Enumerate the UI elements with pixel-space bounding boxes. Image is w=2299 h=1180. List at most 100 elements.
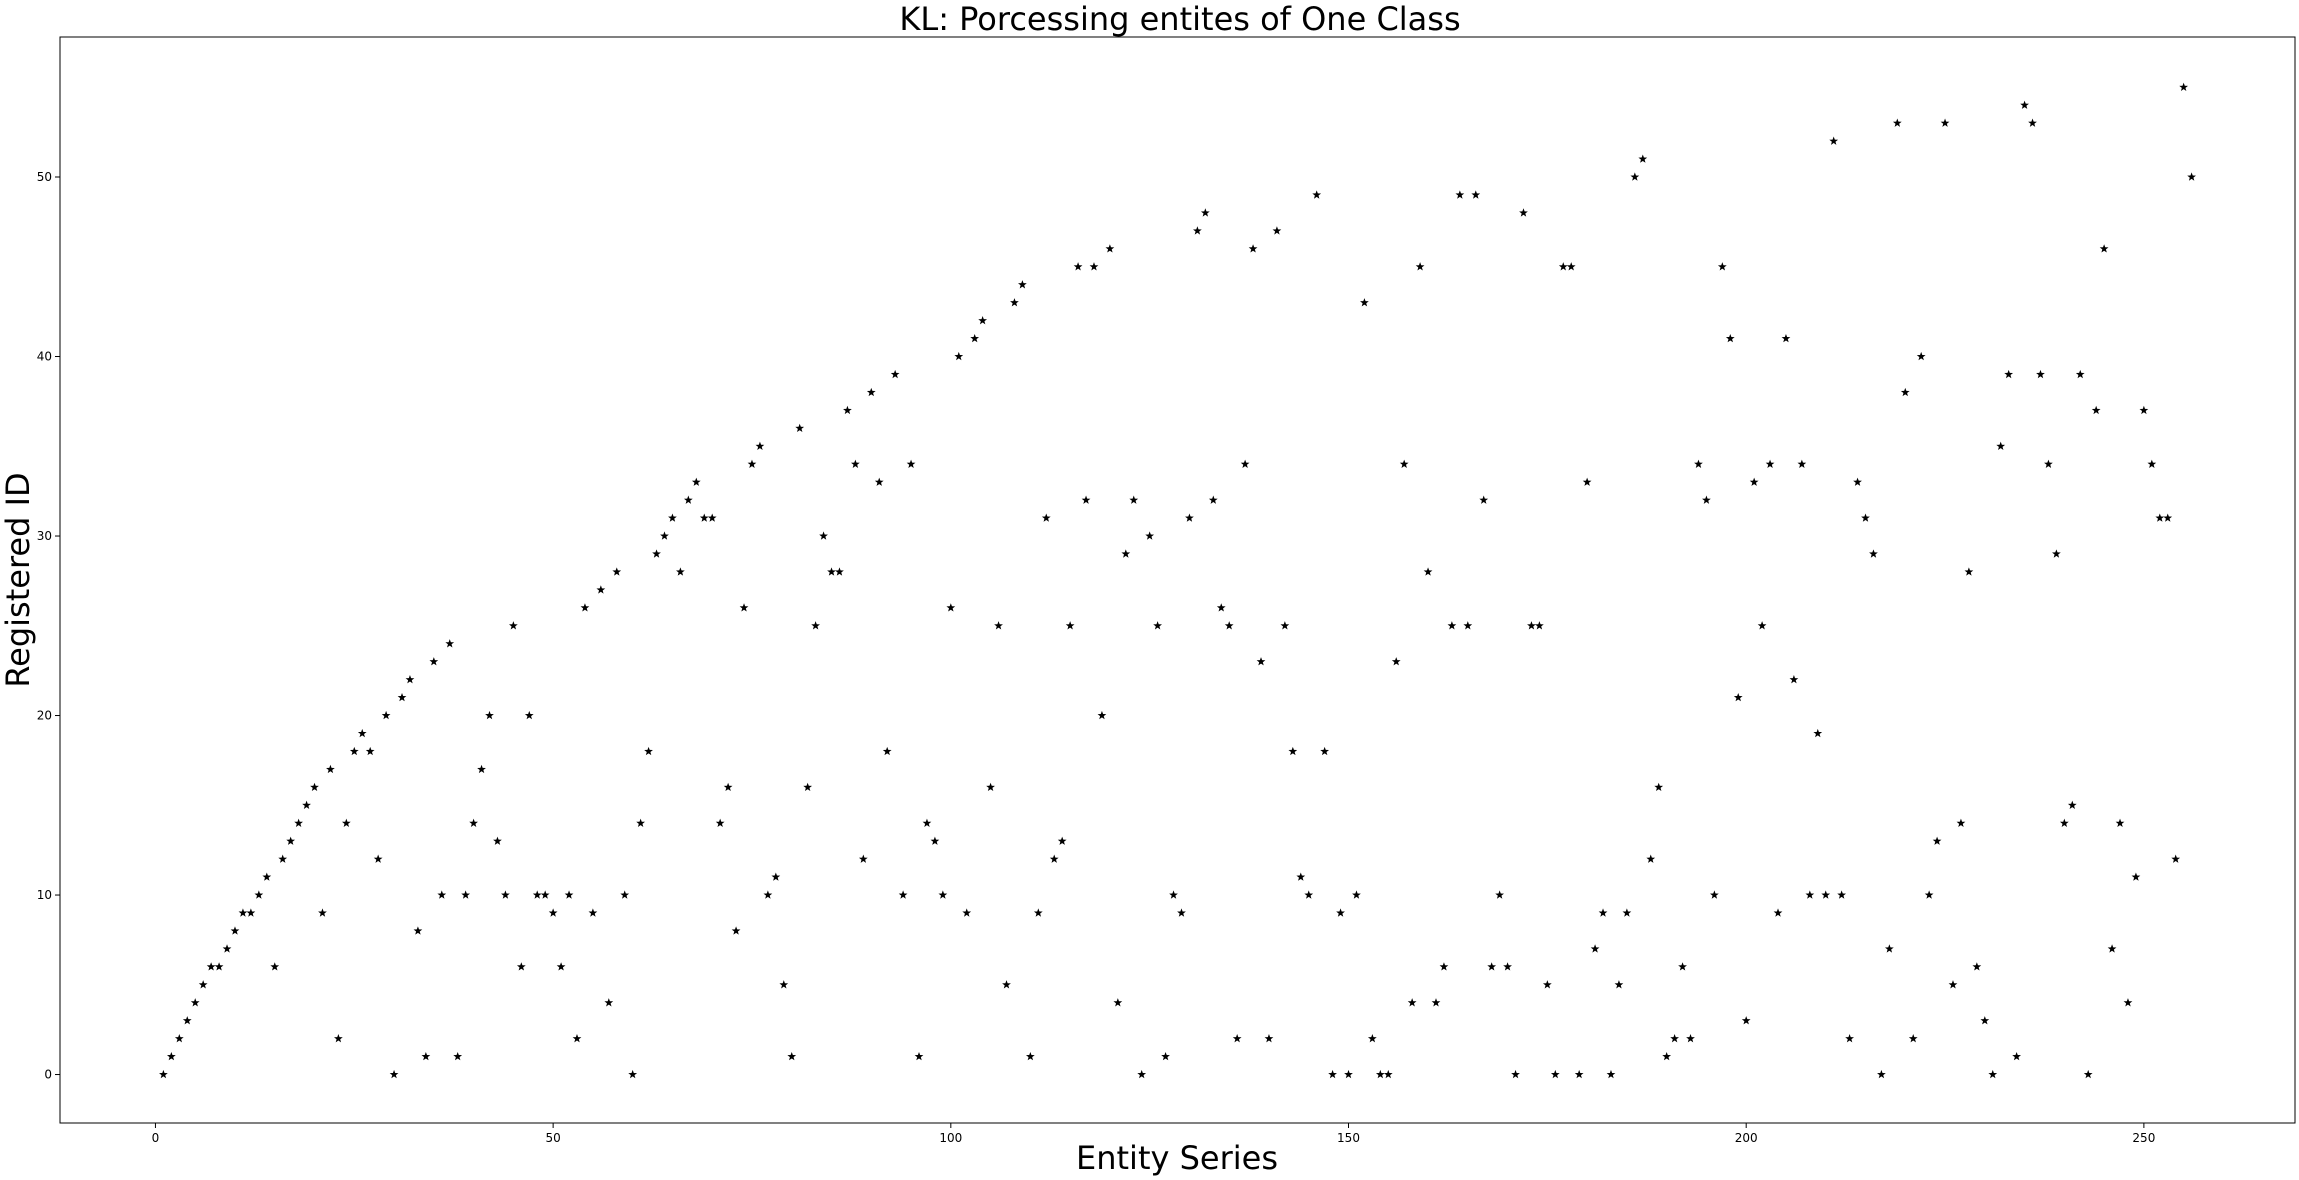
data-point-star <box>636 818 645 827</box>
data-point-star <box>2155 513 2165 522</box>
data-point-star <box>1344 1069 1353 1079</box>
data-point-star <box>1717 262 1727 271</box>
y-tick-label: 0 <box>44 1068 52 1082</box>
data-point-star <box>660 531 669 540</box>
data-point-star <box>572 1034 582 1043</box>
data-point-star <box>1328 1069 1337 1079</box>
data-point-star <box>1710 890 1719 899</box>
data-point-star <box>2171 854 2181 863</box>
data-point-star <box>1439 962 1449 971</box>
data-point-star <box>731 926 741 935</box>
data-point-star <box>819 531 828 540</box>
data-point-star <box>683 495 693 504</box>
data-point-star <box>827 567 836 576</box>
data-point-star <box>1789 675 1799 684</box>
data-point-star <box>1956 818 1966 827</box>
data-point-star <box>524 710 534 720</box>
data-point-star <box>1662 1051 1672 1061</box>
data-point-star <box>1208 495 1218 504</box>
data-point-star <box>851 459 860 468</box>
data-point-star <box>1805 890 1815 899</box>
data-point-star <box>1033 908 1043 917</box>
data-point-star <box>1908 1034 1918 1043</box>
data-point-star <box>1535 621 1544 630</box>
data-point-star <box>1574 1069 1584 1079</box>
data-point-star <box>278 854 288 863</box>
data-point-star <box>238 908 248 917</box>
data-point-star <box>477 764 486 774</box>
data-point-star <box>2107 944 2117 953</box>
x-tick-label: 200 <box>1735 1131 1758 1145</box>
data-point-star <box>1598 908 1608 917</box>
data-point-star <box>1248 244 1258 253</box>
data-point-star <box>1622 908 1632 917</box>
data-point-star <box>1845 1034 1854 1043</box>
data-points <box>159 82 2196 1079</box>
data-point-star <box>508 621 518 630</box>
data-point-star <box>1177 908 1186 917</box>
data-point-star <box>1240 459 1250 468</box>
data-point-star <box>1566 262 1576 271</box>
data-point-star <box>1980 1016 1990 1025</box>
data-point-star <box>413 926 423 935</box>
data-point-star <box>1018 280 1027 289</box>
data-point-star <box>357 728 367 738</box>
data-point-star <box>1813 728 1823 738</box>
data-point-star <box>707 513 717 522</box>
data-point-star <box>2179 82 2189 91</box>
data-point-star <box>1749 477 1759 486</box>
data-point-star <box>676 567 685 576</box>
data-point-star <box>1399 459 1409 468</box>
data-point-star <box>1741 1016 1751 1025</box>
data-point-star <box>326 764 335 774</box>
data-point-star <box>1542 980 1552 989</box>
data-point-star <box>445 639 455 648</box>
data-point-star <box>994 621 1003 630</box>
data-point-star <box>461 890 471 899</box>
data-point-star <box>2052 549 2061 558</box>
data-point-star <box>2075 369 2085 379</box>
data-point-star <box>1765 459 1775 468</box>
data-point-star <box>1010 298 1019 307</box>
plot-frame <box>59 36 2296 1124</box>
data-point-star <box>2091 405 2101 415</box>
data-point-star <box>755 441 765 450</box>
data-point-star <box>699 513 709 522</box>
data-point-star <box>373 854 383 863</box>
data-point-star <box>1606 1069 1616 1079</box>
data-point-star <box>334 1034 343 1043</box>
data-point-star <box>262 872 272 881</box>
data-point-star <box>715 818 725 827</box>
data-point-star <box>1065 621 1075 630</box>
data-point-star <box>254 890 264 899</box>
data-point-star <box>1288 746 1298 756</box>
data-point-star <box>2187 172 2196 181</box>
data-point-star <box>1336 908 1345 917</box>
data-point-star <box>501 890 510 899</box>
data-point-star <box>1423 567 1433 576</box>
data-point-star <box>898 890 908 899</box>
data-point-star <box>389 1069 399 1079</box>
y-tick-label: 20 <box>37 709 52 723</box>
chart-title: KL: Porcessing entites of One Class <box>899 0 1460 38</box>
y-axis-label: Registered ID <box>0 472 37 687</box>
data-point-star <box>1861 513 1870 522</box>
data-point-star <box>341 818 351 827</box>
data-point-star <box>397 692 407 702</box>
data-point-star <box>2131 872 2141 881</box>
data-point-star <box>739 603 749 612</box>
data-point-star <box>652 549 661 558</box>
data-point-star <box>938 890 948 899</box>
data-point-star <box>1940 118 1950 127</box>
data-point-star <box>1304 890 1314 899</box>
data-point-star <box>1391 657 1401 666</box>
data-point-star <box>532 890 542 899</box>
data-point-star <box>1630 172 1640 181</box>
data-point-star <box>1352 890 1361 899</box>
data-point-star <box>986 782 995 792</box>
data-point-star <box>1375 1069 1385 1079</box>
data-point-star <box>779 980 789 989</box>
data-point-star <box>1853 477 1862 486</box>
data-point-star <box>230 926 240 935</box>
